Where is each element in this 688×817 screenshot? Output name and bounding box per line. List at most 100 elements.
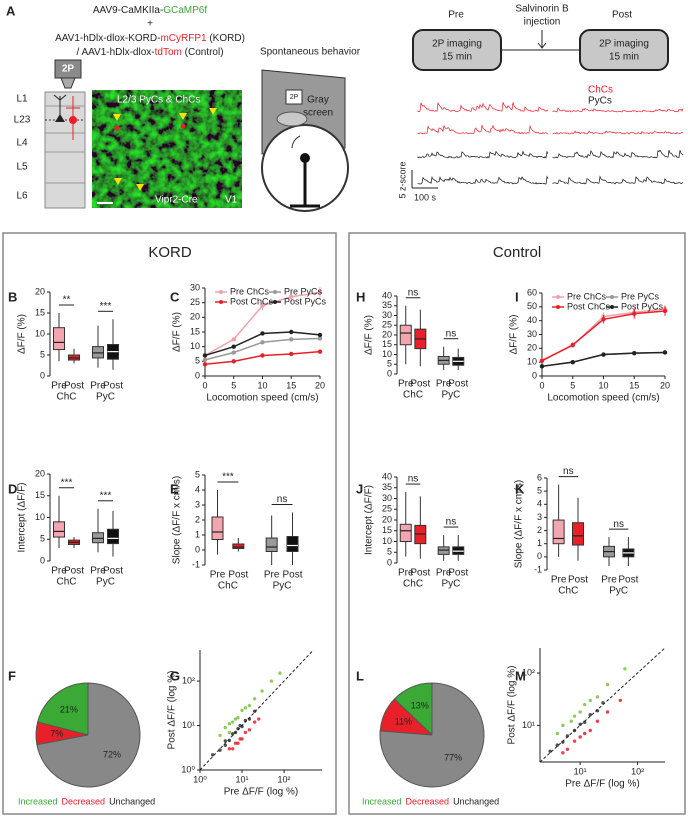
group-label: ChC: [403, 390, 423, 401]
layer-label: L23: [14, 115, 31, 126]
point: [252, 709, 257, 713]
x-tick-label: 0: [202, 380, 207, 390]
trace-legend: PyCs: [588, 96, 612, 107]
point: [243, 730, 248, 735]
legend-marker: [219, 290, 223, 294]
y-tick-label: 5: [537, 486, 542, 496]
slice-label: 21%: [60, 705, 78, 715]
significance: ***: [61, 477, 73, 488]
significance: ***: [100, 490, 112, 501]
y-tick-label: 10: [35, 328, 45, 338]
y-tick-label: 10: [382, 349, 392, 359]
legend-label: Post ChCs: [567, 301, 611, 311]
category-label: Pre: [398, 379, 414, 390]
layer-borders: [45, 105, 85, 184]
point: [231, 720, 235, 724]
point: [595, 695, 600, 699]
y-tick-label: 4: [195, 484, 200, 494]
y-tick-label: 15: [190, 326, 200, 336]
y-tick-label: 5: [40, 534, 45, 544]
x-tick-label: 10¹: [574, 766, 587, 776]
point: [240, 737, 244, 741]
trace-legend: ChCs: [588, 85, 613, 96]
trace: [417, 175, 549, 185]
image-label: V1: [225, 195, 238, 206]
category-label: Post: [228, 570, 248, 581]
box: [232, 543, 245, 549]
legend-label: Decreased: [62, 796, 106, 806]
section-title: Control: [493, 244, 541, 261]
y-tick-label: 35: [382, 300, 392, 310]
category-label: Post: [103, 566, 123, 577]
virus-text: AAV1-hDlx-dlox-KORD-: [55, 33, 160, 44]
red-cell: [114, 125, 120, 131]
group-label: ChC: [218, 581, 238, 592]
category-label: Post: [410, 379, 430, 390]
point: [555, 743, 559, 747]
wheel-hub: [300, 153, 310, 163]
x-tick-label: 15: [286, 380, 296, 390]
legend-marker: [273, 300, 277, 304]
point: [289, 351, 294, 357]
protocol-pre: Pre: [448, 10, 464, 21]
virus-text: (KORD): [207, 33, 245, 44]
point: [595, 719, 600, 723]
y-axis-label: Slope (ΔF/F x cm/s): [172, 476, 183, 564]
trace: [417, 124, 549, 135]
y-tick-label: 20: [35, 286, 45, 296]
point: [231, 350, 236, 355]
virus-text: (Control): [182, 47, 224, 58]
y-tick-label: 30: [190, 282, 200, 292]
group-label: PyC: [442, 579, 461, 590]
group-label: PyC: [442, 390, 461, 401]
group-label: PyC: [273, 581, 292, 592]
section-frame: [348, 232, 686, 815]
pie-slice: [36, 682, 141, 788]
y-tick-label: -1: [192, 559, 200, 569]
section-frame: [2, 232, 337, 815]
point: [223, 725, 228, 730]
point: [618, 698, 623, 703]
trace: [417, 101, 549, 113]
y-tick-label: 20: [382, 514, 392, 524]
y-tick-label: 10: [527, 357, 537, 367]
x-axis-label: Locomotion speed (cm/s): [547, 393, 659, 404]
virus-line: AAV1-hDlx-dlox-KORD-mCyRFP1 (KORD): [55, 33, 245, 44]
scale-label: 5 z-score: [397, 161, 407, 198]
y-tick-label: 50: [527, 301, 537, 311]
y-tick-label: 35: [382, 482, 392, 492]
point: [570, 342, 575, 348]
category-label: Post: [618, 575, 638, 586]
y-tick-label: 25: [382, 504, 392, 514]
panel-label: F: [8, 668, 16, 683]
y-axis-label: Post ΔF/F (log %): [167, 671, 178, 750]
y-tick-label: 20: [527, 343, 537, 353]
objective-tip: [60, 77, 76, 89]
virus-text: AAV9-CaMKIIa-: [93, 5, 163, 16]
y-tick-label: 15: [382, 339, 392, 349]
point: [252, 697, 257, 701]
behavior-title: Spontaneous behavior: [260, 47, 361, 58]
group-label: ChC: [403, 579, 423, 590]
legend-label: Post PyCs: [621, 301, 664, 311]
neurons: [53, 94, 80, 140]
point: [317, 332, 323, 338]
screen-label: screen: [303, 108, 333, 119]
mouse: [276, 111, 308, 127]
point: [260, 353, 265, 358]
x-tick-label: 10⁰: [193, 774, 207, 784]
point: [260, 331, 265, 336]
point: [561, 723, 565, 728]
box: [265, 537, 278, 552]
panel-label: A: [6, 3, 16, 18]
virus-plus: +: [147, 19, 153, 30]
panel-label: B: [8, 289, 17, 304]
x-axis-label: Pre ΔF/F (log %): [224, 787, 298, 798]
x-tick-label: 10¹: [236, 774, 249, 784]
group-label: ChC: [56, 577, 76, 588]
panel-label: D: [8, 481, 17, 496]
point: [582, 720, 587, 724]
point: [317, 336, 323, 341]
point: [289, 337, 294, 342]
